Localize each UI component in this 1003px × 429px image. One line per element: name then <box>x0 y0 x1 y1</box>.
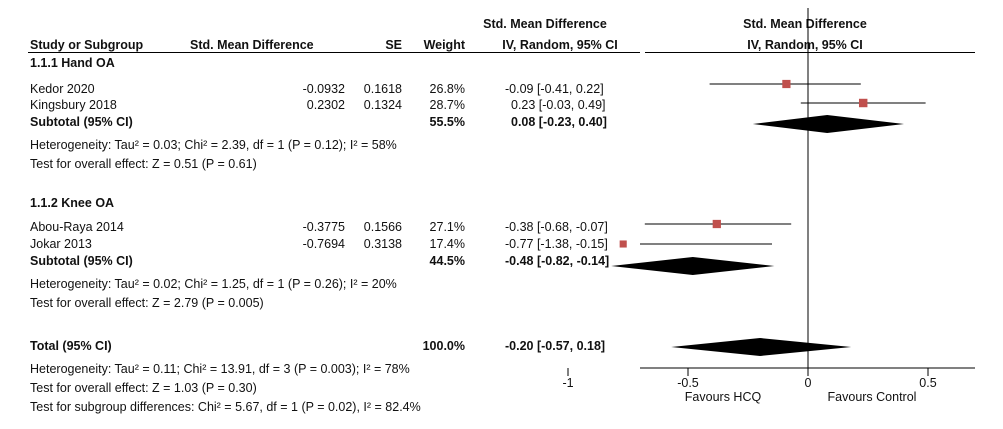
plot-title: Std. Mean Difference <box>743 17 867 31</box>
study-se: 0.3138 <box>363 237 402 251</box>
header-divider-plot <box>645 52 975 53</box>
study-point-marker <box>858 98 868 108</box>
study-smd: -0.0932 <box>302 82 345 96</box>
plot-subtitle: IV, Random, 95% CI <box>747 38 863 52</box>
study-ci: 0.23 [-0.03, 0.49] <box>511 98 606 112</box>
study-column-header: Study or Subgroup <box>30 38 144 52</box>
study-weight: 28.7% <box>429 98 465 112</box>
subtotal-ci: -0.48 [-0.82, -0.14] <box>505 254 610 268</box>
total-ci: -0.20 [-0.57, 0.18] <box>505 339 606 353</box>
study-ci: -0.09 [-0.41, 0.22] <box>505 82 604 96</box>
study-name: Jokar 2013 <box>30 237 92 251</box>
x-tick-label: 0.5 <box>919 376 936 390</box>
heterogeneity-text: Heterogeneity: Tau² = 0.02; Chi² = 1.25,… <box>30 277 397 291</box>
subtotal-ci: 0.08 [-0.23, 0.40] <box>511 115 607 129</box>
group-title-knee-oa: 1.1.2 Knee OA <box>30 196 115 210</box>
study-name: Abou-Raya 2014 <box>30 220 124 234</box>
study-point-marker <box>782 79 791 89</box>
subtotal-label: Subtotal (95% CI) <box>30 254 133 268</box>
favours-control-label: Favours Control <box>828 390 917 404</box>
study-smd: 0.2302 <box>306 98 345 112</box>
study-point-marker <box>619 240 627 248</box>
study-smd: -0.7694 <box>302 237 345 251</box>
study-point-marker <box>712 219 721 229</box>
ci-column-header: IV, Random, 95% CI <box>502 38 618 52</box>
study-weight: 17.4% <box>429 237 465 251</box>
header-divider-table <box>28 52 640 53</box>
total-overall-effect-text: Test for overall effect: Z = 1.03 (P = 0… <box>30 381 257 395</box>
subtotal-weight: 55.5% <box>429 115 465 129</box>
study-se: 0.1618 <box>363 82 402 96</box>
study-se: 0.1566 <box>363 220 402 234</box>
overall-effect-text: Test for overall effect: Z = 0.51 (P = 0… <box>30 157 257 171</box>
total-label: Total (95% CI) <box>30 339 112 353</box>
se-column-header: SE <box>385 38 402 52</box>
x-tick-label: -1 <box>562 376 573 390</box>
x-tick-label: -0.5 <box>677 376 699 390</box>
group-title-hand-oa: 1.1.1 Hand OA <box>30 56 115 70</box>
study-weight: 27.1% <box>429 220 465 234</box>
study-name: Kedor 2020 <box>30 82 95 96</box>
total-weight: 100.0% <box>422 339 465 353</box>
weight-column-header: Weight <box>423 38 465 52</box>
subtotal-diamond <box>752 115 904 133</box>
overall-effect-text: Test for overall effect: Z = 2.79 (P = 0… <box>30 296 264 310</box>
study-se: 0.1324 <box>363 98 402 112</box>
smd-column-header: Std. Mean Difference <box>190 38 314 52</box>
study-ci: -0.77 [-1.38, -0.15] <box>505 237 608 251</box>
total-diamond <box>671 338 852 356</box>
subtotal-diamond <box>611 257 775 275</box>
subtotal-label: Subtotal (95% CI) <box>30 115 133 129</box>
study-weight: 26.8% <box>429 82 465 96</box>
subtotal-weight: 44.5% <box>429 254 465 268</box>
study-ci: -0.38 [-0.68, -0.07] <box>505 220 608 234</box>
smd-group-header: Std. Mean Difference <box>483 17 607 31</box>
favours-hcq-label: Favours HCQ <box>685 390 762 404</box>
total-heterogeneity-text: Heterogeneity: Tau² = 0.11; Chi² = 13.91… <box>30 362 410 376</box>
heterogeneity-text: Heterogeneity: Tau² = 0.03; Chi² = 2.39,… <box>30 138 397 152</box>
study-name: Kingsbury 2018 <box>30 98 117 112</box>
study-smd: -0.3775 <box>302 220 345 234</box>
subgroup-differences-text: Test for subgroup differences: Chi² = 5.… <box>30 400 421 414</box>
x-tick-label: 0 <box>805 376 812 390</box>
